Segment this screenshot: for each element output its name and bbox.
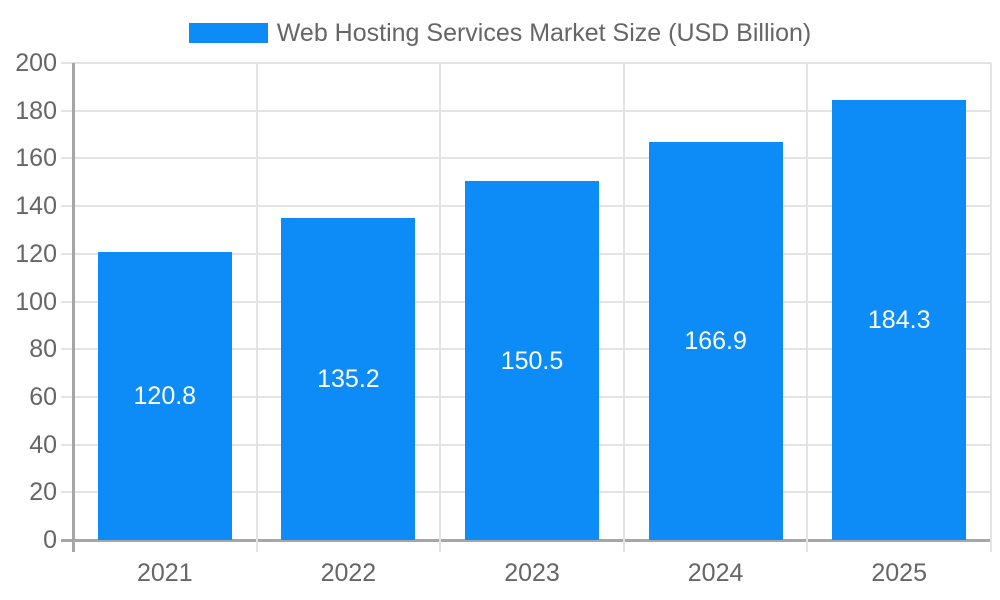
y-tick: [61, 443, 73, 446]
y-tick: [61, 491, 73, 494]
y-tick-label: 80: [29, 335, 57, 364]
y-tick: [61, 348, 73, 351]
x-tick-label: 2025: [871, 559, 927, 587]
y-tick-label: 40: [29, 430, 57, 459]
y-gridline: [73, 109, 991, 112]
x-gridline: [622, 63, 625, 540]
y-tick: [61, 157, 73, 160]
y-gridline: [73, 62, 991, 64]
x-tick-label: 2023: [504, 559, 560, 587]
x-tick: [990, 540, 992, 552]
y-tick: [61, 395, 73, 398]
bar-value-label: 135.2: [317, 364, 380, 393]
legend-label: Web Hosting Services Market Size (USD Bi…: [276, 18, 812, 47]
y-tick-label: 140: [15, 192, 57, 221]
x-tick: [439, 540, 442, 552]
y-tick: [61, 300, 73, 303]
bar-value-label: 150.5: [500, 346, 564, 375]
y-tick: [61, 205, 73, 208]
y-tick-label: 200: [15, 49, 57, 77]
bar[interactable]: [281, 217, 416, 540]
y-tick-label: 60: [29, 382, 57, 411]
y-tick-label: 120: [15, 239, 57, 268]
y-tick: [61, 62, 73, 64]
bar-value-label: 166.9: [684, 326, 747, 355]
bar[interactable]: [97, 251, 232, 540]
x-tick: [622, 540, 625, 552]
x-gridline: [990, 63, 992, 540]
bar[interactable]: [648, 141, 783, 540]
y-tick-label: 180: [15, 96, 57, 125]
bar-value-label: 120.8: [133, 381, 197, 410]
plot-area: 0 20 40 60 80 100 120 140 160 180 200 120.8 2021 135.…: [15, 49, 992, 587]
x-tick-label: 2021: [136, 559, 193, 587]
y-axis-line: [72, 63, 75, 552]
bar[interactable]: [465, 181, 599, 540]
y-tick: [61, 109, 73, 112]
y-gridline: [73, 157, 991, 160]
x-tick: [806, 540, 809, 552]
x-gridline: [255, 63, 258, 540]
x-gridline: [439, 63, 442, 540]
y-tick-label: 0: [43, 526, 57, 554]
y-tick: [61, 252, 73, 255]
bar[interactable]: [832, 100, 967, 540]
x-gridline: [806, 63, 809, 540]
y-tick-label: 20: [29, 478, 57, 507]
y-tick-label: 160: [15, 144, 57, 173]
x-tick: [255, 540, 258, 552]
legend-swatch: [188, 23, 268, 43]
x-tick-label: 2022: [320, 559, 377, 587]
y-tick-label: 100: [15, 287, 57, 316]
x-tick-label: 2024: [687, 559, 744, 587]
bar-value-label: 184.3: [867, 306, 931, 335]
legend[interactable]: Web Hosting Services Market Size (USD Bi…: [0, 17, 1000, 49]
x-axis-line: [61, 539, 991, 542]
